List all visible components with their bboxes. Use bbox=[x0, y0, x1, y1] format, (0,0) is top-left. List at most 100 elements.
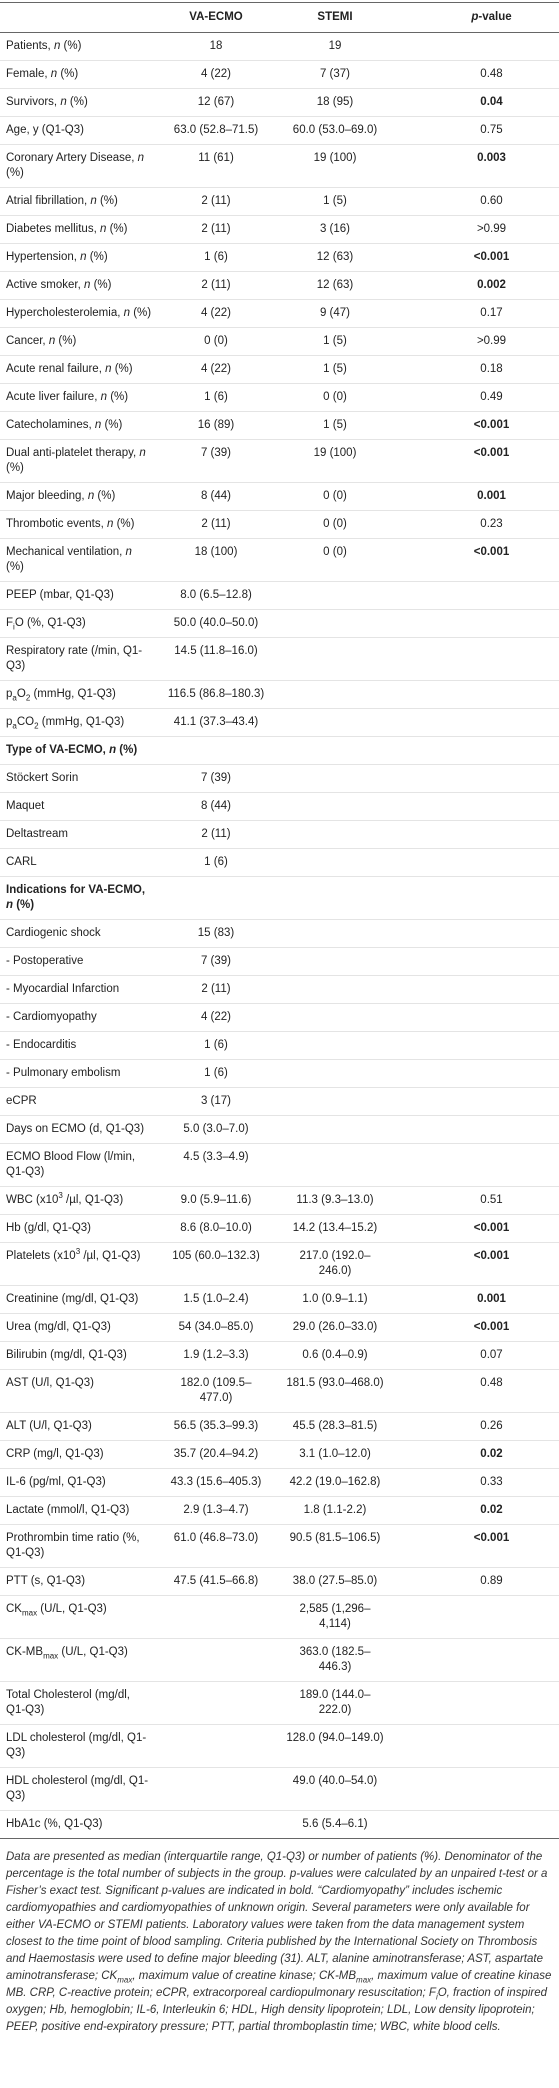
table-cell bbox=[394, 976, 559, 1004]
table-cell: 2 (11) bbox=[156, 821, 276, 849]
text: (%) bbox=[130, 307, 152, 319]
table-cell: 0.001 bbox=[394, 483, 559, 511]
table-row: Age, y (Q1-Q3) 63.0 (52.8–71.5) 60.0 (53.0… bbox=[0, 117, 559, 145]
table-cell bbox=[156, 1639, 276, 1682]
table-cell bbox=[276, 681, 394, 709]
text: 0.51 bbox=[480, 1194, 503, 1206]
text: -value bbox=[478, 11, 512, 23]
text: 16 (89) bbox=[197, 419, 235, 431]
table-row: Cancer, n (%) 0 (0) 1 (5) >0.99 bbox=[0, 328, 559, 356]
text: 14.5 (11.8–16.0) bbox=[174, 645, 258, 657]
text: Creatinine (mg/dl, Q1-Q3) bbox=[6, 1293, 139, 1305]
text-b: <0.001 bbox=[474, 447, 510, 459]
table-cell: 1 (6) bbox=[156, 384, 276, 412]
table-row: - Endocarditis 1 (6) bbox=[0, 1032, 559, 1060]
text: 0.60 bbox=[480, 195, 503, 207]
table-cell bbox=[156, 877, 276, 920]
table-row: CK-MBmax (U/L, Q1-Q3) 363.0 (182.5–446.3) bbox=[0, 1639, 559, 1682]
table-cell: <0.001 bbox=[394, 1215, 559, 1243]
table-row: - Cardiomyopathy 4 (22) bbox=[0, 1004, 559, 1032]
table-cell: 182.0 (109.5–477.0) bbox=[156, 1370, 276, 1413]
text: n bbox=[53, 40, 61, 52]
table-cell bbox=[276, 920, 394, 948]
text: (mmHg, Q1-Q3) bbox=[38, 716, 125, 728]
text: 1 (5) bbox=[323, 335, 347, 347]
table-cell: 8.6 (8.0–10.0) bbox=[156, 1215, 276, 1243]
table-cell: 4 (22) bbox=[156, 61, 276, 89]
text: Mechanical ventilation, bbox=[6, 546, 126, 558]
row-label: Patients, n (%) bbox=[0, 33, 156, 61]
table-cell bbox=[156, 1768, 276, 1811]
table-cell bbox=[394, 1596, 559, 1639]
text: 19 (100) bbox=[313, 152, 357, 164]
table-row: Acute liver failure, n (%) 1 (6) 0 (0) 0.49 bbox=[0, 384, 559, 412]
table-cell: 0.001 bbox=[394, 1286, 559, 1314]
text: ECMO Blood Flow (l/min, Q1-Q3) bbox=[6, 1151, 136, 1178]
table-cell: 19 (100) bbox=[276, 145, 394, 188]
table-cell bbox=[156, 737, 276, 765]
table-cell: 0.02 bbox=[394, 1441, 559, 1469]
table-cell: <0.001 bbox=[394, 244, 559, 272]
row-label: LDL cholesterol (mg/dl, Q1-Q3) bbox=[0, 1725, 156, 1768]
table-cell: 1 (5) bbox=[276, 356, 394, 384]
text: Age, y (Q1-Q3) bbox=[6, 124, 84, 136]
row-label: Cardiogenic shock bbox=[0, 920, 156, 948]
table-row: paO2 (mmHg, Q1-Q3) 116.5 (86.8–180.3) bbox=[0, 681, 559, 709]
text-sup: 3 bbox=[76, 1247, 80, 1256]
text: (%) bbox=[106, 223, 128, 235]
text: Acute renal failure, bbox=[6, 363, 106, 375]
text: n bbox=[48, 335, 56, 347]
table-cell: 63.0 (52.8–71.5) bbox=[156, 117, 276, 145]
table-row: - Myocardial Infarction 2 (11) bbox=[0, 976, 559, 1004]
table-row: Acute renal failure, n (%) 4 (22) 1 (5) 0.1… bbox=[0, 356, 559, 384]
table-cell: 11 (61) bbox=[156, 145, 276, 188]
footnote: Data are presented as median (interquart… bbox=[0, 1839, 559, 2036]
text: Prothrombin time ratio (%, Q1-Q3) bbox=[6, 1532, 140, 1559]
table-cell: 0.002 bbox=[394, 272, 559, 300]
table-cell: 0 (0) bbox=[276, 483, 394, 511]
text: 2 (11) bbox=[201, 518, 231, 530]
text: 43.3 (15.6–405.3) bbox=[170, 1476, 262, 1488]
text: 1.0 (0.9–1.1) bbox=[302, 1293, 368, 1305]
text: (%) bbox=[60, 40, 82, 52]
text: 18 (95) bbox=[316, 96, 354, 108]
text: (U/L, Q1-Q3) bbox=[37, 1603, 107, 1615]
table-cell bbox=[394, 1639, 559, 1682]
text: n bbox=[123, 307, 131, 319]
table-cell: 0.48 bbox=[394, 1370, 559, 1413]
table-cell: 49.0 (40.0–54.0) bbox=[276, 1768, 394, 1811]
table-row: HDL cholesterol (mg/dl, Q1-Q3) 49.0 (40.0… bbox=[0, 1768, 559, 1811]
table-cell bbox=[276, 1116, 394, 1144]
header-cell: VA-ECMO bbox=[156, 3, 276, 33]
table-cell bbox=[394, 877, 559, 920]
text: - Myocardial Infarction bbox=[6, 983, 120, 995]
text: Bilirubin (mg/dl, Q1-Q3) bbox=[6, 1349, 127, 1361]
table-cell: 0.60 bbox=[394, 188, 559, 216]
text: >0.99 bbox=[476, 335, 507, 347]
text: (%) bbox=[13, 899, 35, 911]
table-cell bbox=[394, 1144, 559, 1187]
text-b: Type of VA-ECMO, n (%) bbox=[6, 744, 137, 756]
table-cell bbox=[394, 1811, 559, 1839]
header-cell bbox=[0, 3, 156, 33]
text: i bbox=[13, 622, 15, 632]
table-row: Type of VA-ECMO, n (%) bbox=[0, 737, 559, 765]
text: CK bbox=[6, 1603, 22, 1615]
row-label: Female, n (%) bbox=[0, 61, 156, 89]
text: a bbox=[12, 721, 17, 731]
text: Respiratory rate (/min, Q1-Q3) bbox=[6, 645, 143, 672]
table-cell: 0.48 bbox=[394, 61, 559, 89]
text: LDL cholesterol (mg/dl, Q1-Q3) bbox=[6, 1732, 147, 1759]
text: n bbox=[87, 490, 95, 502]
text: 3 (17) bbox=[200, 1095, 232, 1107]
text: max bbox=[21, 1608, 38, 1618]
text: 4 (22) bbox=[200, 68, 232, 80]
table-row: LDL cholesterol (mg/dl, Q1-Q3) 128.0 (94.… bbox=[0, 1725, 559, 1768]
text: ALT (U/l, Q1-Q3) bbox=[6, 1420, 92, 1432]
table-cell: 105 (60.0–132.3) bbox=[156, 1243, 276, 1286]
text-i: n bbox=[60, 96, 66, 108]
table-row: Hypercholesterolemia, n (%) 4 (22) 9 (47) 0… bbox=[0, 300, 559, 328]
text-b: <0.001 bbox=[474, 1250, 510, 1262]
row-label: Diabetes mellitus, n (%) bbox=[0, 216, 156, 244]
table-row: Dual anti-platelet therapy, n (%) 7 (39) 1… bbox=[0, 440, 559, 483]
